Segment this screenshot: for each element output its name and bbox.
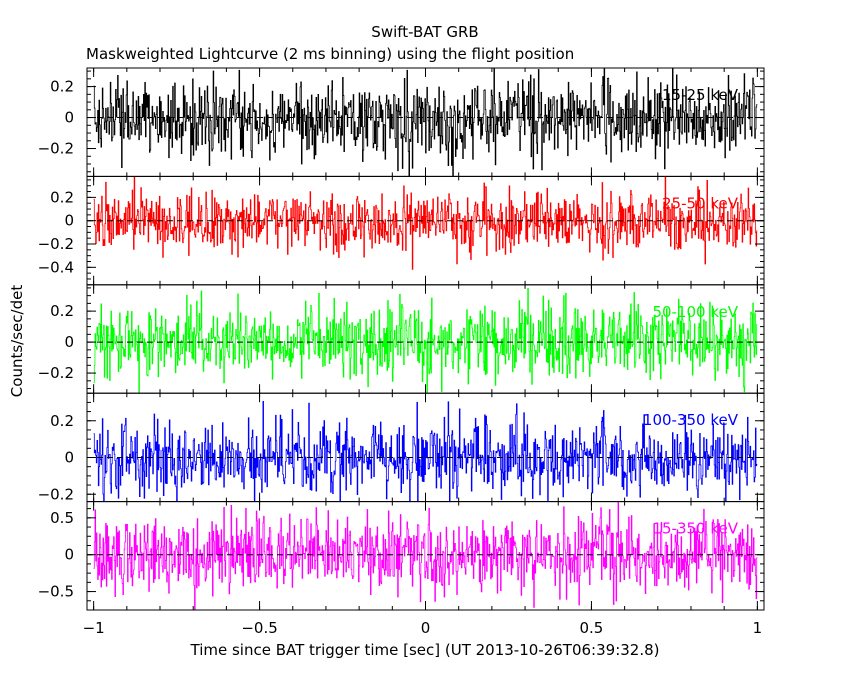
chart-title: Swift-BAT GRB [371,23,478,41]
y-tick-label: 0.2 [50,412,74,430]
y-tick-label: 0 [64,212,74,230]
band-label-4: 15-350 keV [652,520,738,538]
x-tick-label: 1 [753,619,763,637]
series-line-4 [93,501,758,611]
y-tick-label: −0.2 [38,485,74,503]
band-label-1: 25-50 keV [662,194,739,212]
y-tick-label: 0 [64,333,74,351]
y-tick-label: 0.2 [50,302,74,320]
y-tick-label: 0 [64,449,74,467]
panel-4: 15-350 keV −0.5 0 0.5 [38,501,765,611]
x-tick-label: 0.5 [580,619,604,637]
panel-2: 50-100 keV −0.2 0 0.2 [38,284,765,394]
y-tick-label: 0.2 [50,188,74,206]
y-tick-label: −0.2 [38,364,74,382]
y-tick-label: −0.2 [38,140,74,158]
y-tick-label: −0.2 [38,235,74,253]
panels-group: 15-25 keV−0.200.225-50 keV−0.4−0.200.250… [38,67,765,637]
y-tick-label: −0.4 [38,258,74,276]
y-tick-label: 0.2 [50,78,74,96]
panel-0: 15-25 keV −0.2 0 0.2 [38,67,765,177]
y-tick-label: 0 [64,546,74,564]
y-tick-label: −0.5 [38,583,74,601]
x-axis-label: Time since BAT trigger time [sec] (UT 20… [190,641,660,659]
x-tick-label: 0 [421,619,431,637]
band-label-3: 100-350 keV [643,411,739,429]
series-line-2 [93,287,758,394]
series-line-0 [93,68,758,177]
series-line-3 [93,401,758,502]
panel-1: 25-50 keV −0.4 −0.2 0 0.2 [38,175,765,286]
x-tick-label: −0.5 [241,619,277,637]
y-tick-label: 0 [64,109,74,127]
y-axis-label: Counts/sec/det [8,285,26,398]
series-line-1 [93,176,758,270]
y-tick-label: 0.5 [50,509,74,527]
x-tick-label: −1 [83,619,105,637]
band-label-2: 50-100 keV [652,303,738,321]
band-label-0: 15-25 keV [662,86,739,104]
chart-subtitle: Maskweighted Lightcurve (2 ms binning) u… [86,45,574,63]
